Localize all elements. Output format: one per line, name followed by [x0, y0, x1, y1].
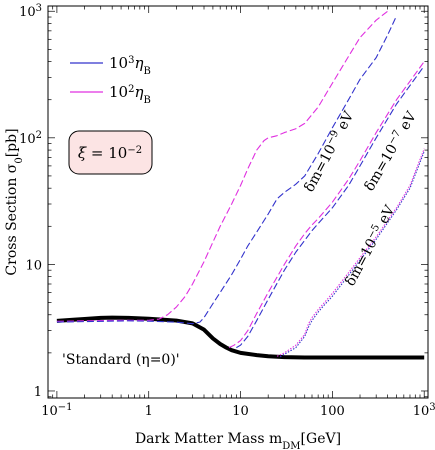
- plot-frame-layer: 10−1 1 10 100 103 1 10 102 103 Dark Matter Mass m…: [4, 3, 435, 450]
- series-line-3: [228, 61, 425, 349]
- x-axis-label: Dark Matter Mass mDM[GeV]: [135, 431, 341, 450]
- legend-label-1: 102ηB: [109, 83, 151, 106]
- legend: 103ηB 102ηB: [70, 54, 151, 106]
- x-tick-label: 100: [320, 404, 345, 419]
- series-line-0: [56, 315, 425, 360]
- series-line-1: [56, 10, 388, 322]
- y-tick-label: 103: [19, 3, 42, 21]
- legend-label-0: 103ηB: [109, 54, 151, 77]
- y-tick-label: 102: [19, 129, 42, 147]
- series-line-6: [279, 151, 425, 358]
- series-line-5: [276, 148, 425, 357]
- x-tick-label: 10−1: [41, 402, 72, 420]
- minor-ticks: [47, 6, 428, 398]
- y-tick-label: 10: [25, 258, 42, 273]
- series-line-4: [236, 65, 425, 349]
- x-tick-label: 10: [232, 404, 249, 419]
- annotation-standard: 'Standard (η=0)': [62, 352, 180, 368]
- y-axis-label: Cross Section σ0[pb]: [4, 128, 25, 275]
- xi-label: ξ = 10−2: [78, 144, 142, 162]
- series-line-2: [56, 15, 398, 325]
- x-tick-label: 103: [413, 402, 435, 420]
- x-tick-label: 1: [145, 404, 153, 419]
- curves-layer: [56, 10, 425, 360]
- xi-box: [68, 130, 153, 175]
- y-tick-label: 1: [34, 385, 42, 400]
- plot-frame: [47, 5, 429, 399]
